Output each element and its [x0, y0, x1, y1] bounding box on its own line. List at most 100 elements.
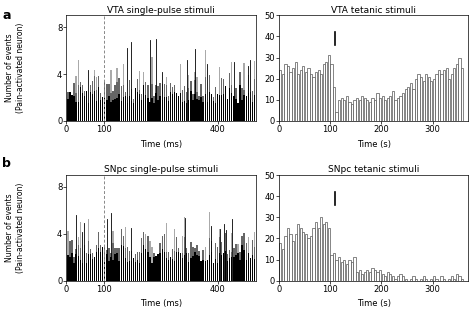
Bar [174, 85, 175, 92]
Bar [387, 272, 389, 281]
Bar [127, 247, 128, 262]
Bar [147, 98, 148, 121]
Bar [104, 247, 106, 262]
Bar [229, 250, 230, 257]
Bar [172, 249, 173, 259]
Bar [453, 279, 456, 281]
Bar [254, 247, 255, 259]
Bar [294, 234, 297, 281]
Bar [182, 90, 183, 102]
Bar [112, 260, 114, 281]
X-axis label: Time (ms): Time (ms) [140, 140, 182, 149]
Bar [315, 72, 317, 121]
Bar [199, 96, 200, 100]
Bar [108, 84, 109, 96]
Bar [135, 254, 136, 262]
Bar [254, 232, 255, 247]
Bar [108, 261, 109, 281]
Bar [165, 85, 167, 97]
Bar [151, 98, 153, 121]
Bar [217, 263, 218, 281]
Bar [117, 248, 118, 253]
Bar [205, 77, 206, 94]
Bar [112, 91, 114, 100]
Bar [201, 84, 202, 97]
Bar [244, 95, 245, 121]
Bar [180, 253, 181, 281]
Bar [300, 70, 302, 121]
Bar [164, 97, 165, 121]
Bar [448, 79, 450, 121]
Bar [310, 236, 312, 281]
Bar [290, 234, 292, 281]
Bar [397, 98, 399, 121]
Bar [221, 242, 222, 255]
Bar [110, 93, 112, 102]
Bar [215, 243, 216, 259]
Bar [231, 62, 232, 85]
Bar [182, 102, 183, 121]
Bar [123, 246, 124, 281]
Bar [149, 257, 151, 281]
Bar [412, 89, 415, 121]
Bar [202, 96, 204, 102]
Bar [96, 101, 97, 121]
Bar [369, 102, 371, 121]
Bar [219, 67, 220, 95]
Bar [104, 98, 106, 121]
Bar [250, 92, 251, 98]
Bar [405, 89, 407, 121]
Bar [225, 86, 227, 121]
Bar [174, 261, 175, 281]
Bar [143, 72, 145, 85]
Bar [418, 74, 419, 121]
Bar [188, 88, 190, 100]
Bar [333, 253, 335, 281]
Bar [371, 268, 374, 281]
Bar [98, 232, 100, 248]
Bar [333, 87, 335, 121]
Bar [88, 254, 89, 281]
Bar [210, 94, 212, 121]
Bar [227, 99, 228, 121]
Bar [410, 279, 412, 281]
Bar [205, 247, 206, 261]
Bar [75, 93, 77, 101]
Bar [351, 104, 353, 121]
Bar [141, 94, 142, 100]
Bar [343, 260, 346, 281]
Bar [92, 81, 93, 94]
Bar [254, 95, 255, 121]
Bar [233, 257, 235, 281]
Bar [168, 260, 169, 281]
Bar [312, 228, 315, 281]
Bar [182, 258, 183, 281]
Bar [356, 98, 358, 121]
Bar [244, 250, 245, 281]
Bar [420, 77, 422, 121]
Bar [92, 94, 93, 121]
Bar [184, 86, 185, 101]
Bar [300, 228, 302, 281]
Bar [141, 238, 142, 252]
Bar [69, 92, 71, 121]
Bar [96, 90, 97, 101]
Bar [244, 63, 245, 90]
Bar [141, 100, 142, 121]
Bar [348, 102, 351, 121]
Bar [143, 85, 145, 121]
Bar [346, 95, 348, 121]
Bar [94, 70, 95, 76]
Bar [147, 252, 148, 281]
Bar [178, 96, 179, 121]
Bar [461, 68, 463, 121]
Bar [282, 249, 284, 281]
Bar [106, 100, 108, 121]
Bar [170, 83, 171, 92]
Bar [80, 222, 81, 248]
Bar [117, 82, 118, 98]
Bar [252, 241, 253, 255]
Bar [241, 100, 243, 121]
Bar [72, 95, 73, 121]
Bar [196, 99, 198, 121]
